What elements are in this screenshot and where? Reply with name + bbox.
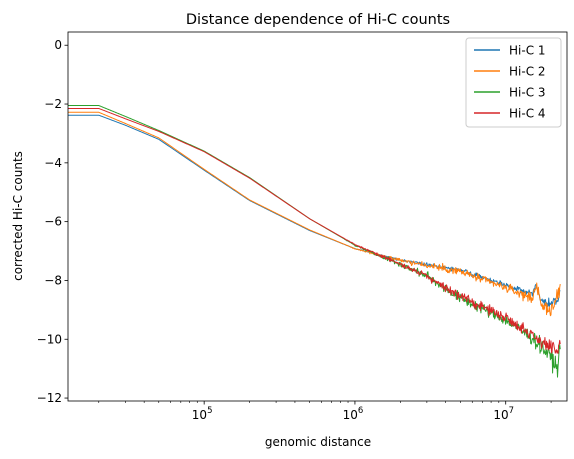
- y-tick-label: −12: [37, 391, 62, 405]
- legend: Hi-C 1 Hi-C 2 Hi-C 3 Hi-C 4: [465, 37, 562, 128]
- legend-box: [465, 37, 562, 128]
- legend-label: Hi-C 4: [509, 107, 546, 121]
- y-tick-label: −6: [44, 215, 62, 229]
- plot-frame: [67, 31, 568, 402]
- legend-entries: Hi-C 1 Hi-C 2 Hi-C 3 Hi-C 4: [474, 44, 546, 121]
- legend-label: Hi-C 1: [509, 44, 546, 58]
- y-axis: 0 −2 −4 −6 −8 −10 −12: [37, 38, 68, 405]
- y-tick-label: −10: [37, 332, 62, 346]
- y-tick-label: −4: [44, 156, 62, 170]
- x-axis-label: genomic distance: [265, 435, 371, 449]
- series-layer: [68, 105, 561, 378]
- y-axis-label: corrected Hi-C counts: [11, 151, 25, 281]
- series-line-3: [68, 105, 561, 378]
- series-line-4: [68, 107, 561, 354]
- legend-label: Hi-C 2: [509, 65, 546, 79]
- chart-title: Distance dependence of Hi-C counts: [186, 12, 450, 28]
- x-tick-label: 105: [192, 406, 213, 422]
- y-tick-label: −2: [44, 97, 62, 111]
- y-tick-label: −8: [44, 273, 62, 287]
- y-tick-label: 0: [54, 38, 62, 52]
- series-line-2: [68, 111, 561, 317]
- legend-label: Hi-C 3: [509, 86, 546, 100]
- x-axis: 105 106 107: [98, 401, 552, 422]
- x-tick-label: 107: [493, 406, 514, 422]
- plot-area: [67, 31, 568, 402]
- x-tick-label: 106: [343, 406, 364, 422]
